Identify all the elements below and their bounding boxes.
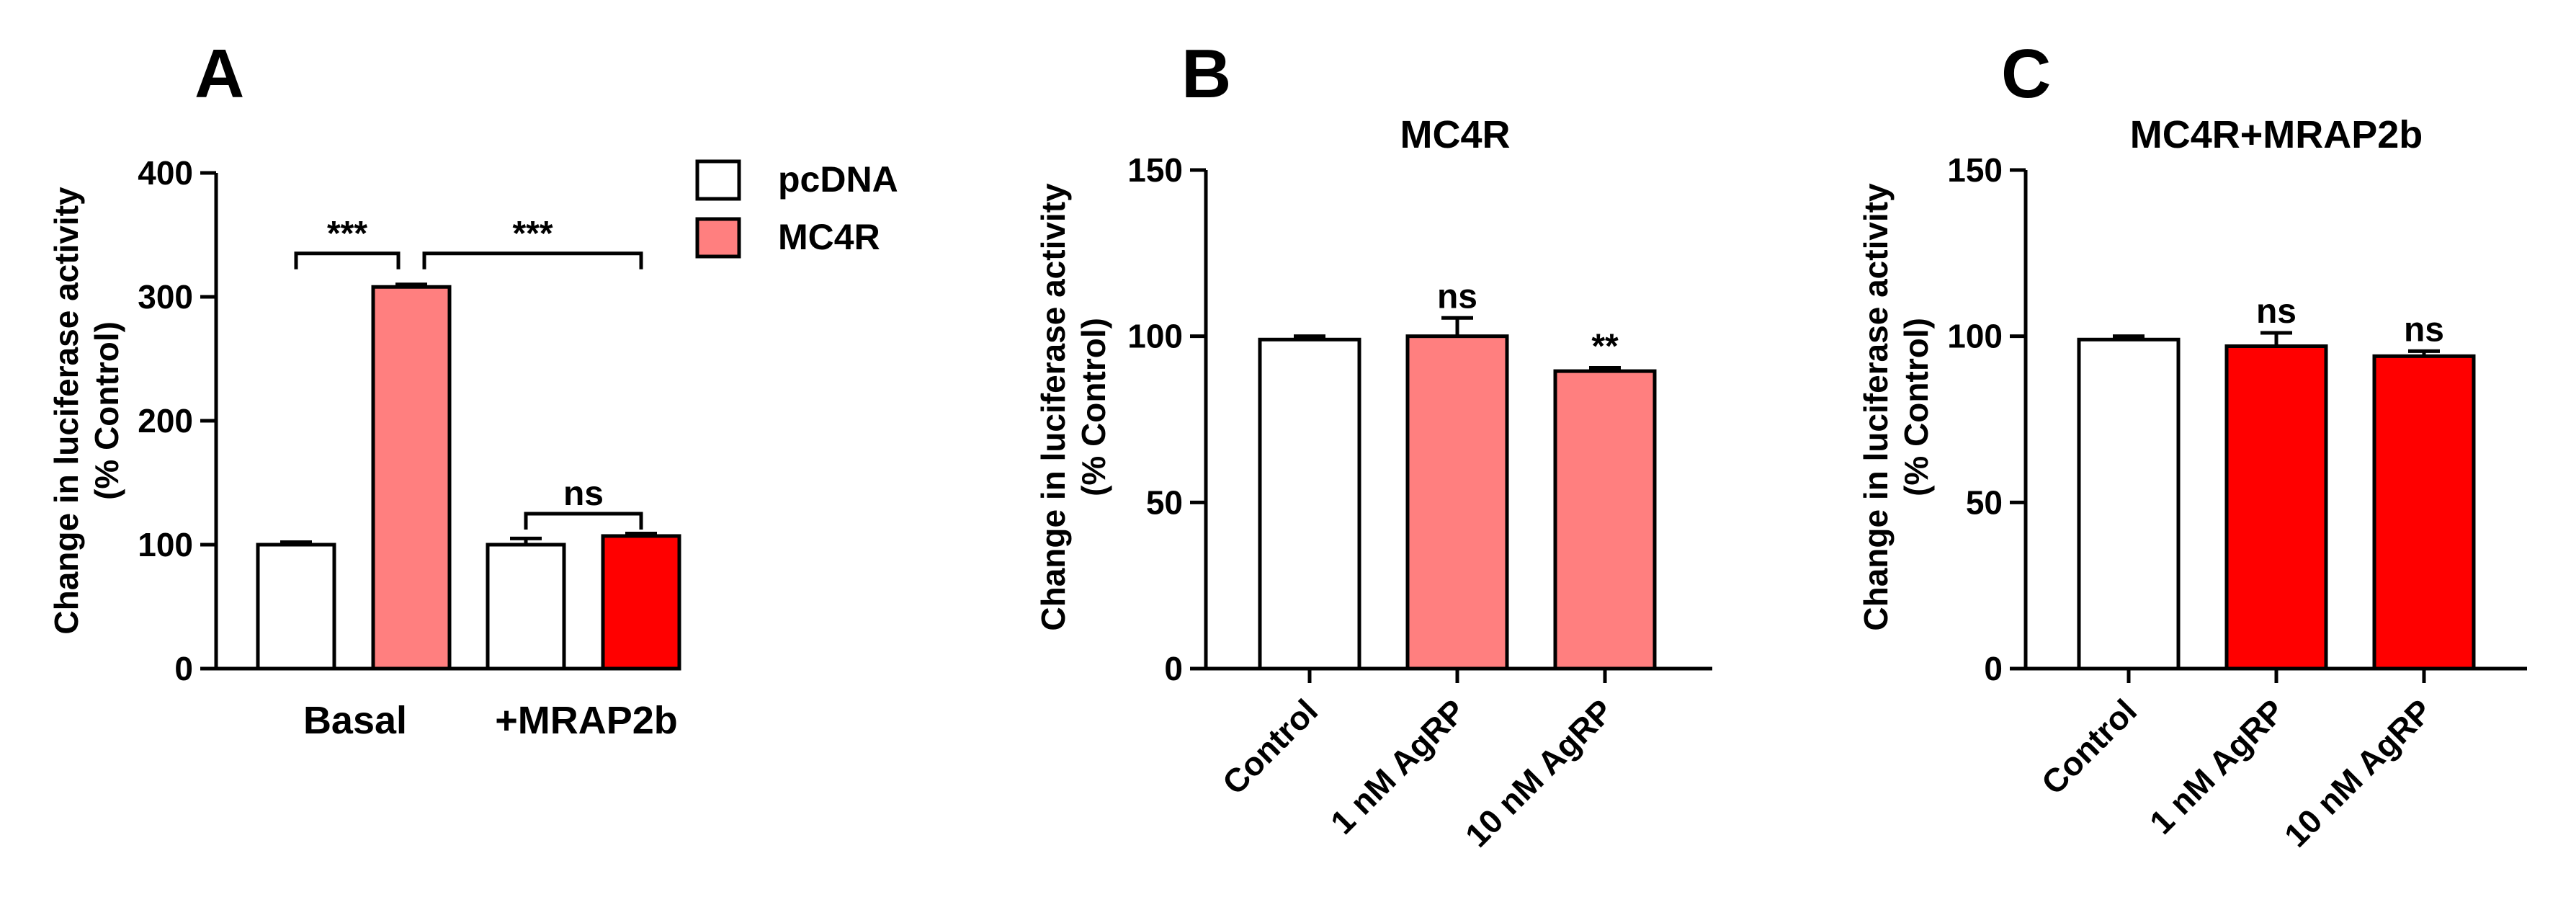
- bar: [1553, 369, 1657, 671]
- y-tick-label: 150: [1127, 151, 1183, 189]
- category-label: Control: [2034, 692, 2144, 801]
- y-axis-title: Change in luciferase activity: [1857, 183, 1895, 631]
- bar: [2224, 344, 2328, 671]
- panel-title: MC4R: [1400, 113, 1510, 156]
- bar: [2372, 354, 2476, 671]
- category-label: 1 nM AgRP: [2142, 692, 2291, 841]
- panel-c: C MC4R+MRAP2b Change in luciferase activ…: [1857, 35, 2527, 854]
- y-tick-label: 50: [1146, 483, 1183, 521]
- y-axis-subtitle: (% Control): [1897, 318, 1935, 496]
- panel-b: B MC4R Change in luciferase activity (% …: [1034, 35, 1712, 854]
- y-axis-subtitle: (% Control): [88, 321, 125, 500]
- y-tick-label: 0: [1164, 650, 1183, 687]
- y-tick-label: 0: [174, 650, 193, 687]
- y-ticks: 0 50 100 150: [1127, 151, 1206, 687]
- axes: [214, 173, 681, 671]
- panel-a: A Change in luciferase activity (% Contr…: [48, 35, 898, 742]
- bar: [486, 543, 566, 671]
- bar: [2077, 337, 2181, 671]
- group-label-mrap2b: +MRAP2b: [495, 699, 678, 742]
- y-tick-label: 300: [138, 278, 193, 316]
- significance-label: ***: [512, 215, 553, 253]
- y-ticks: 0 50 100 150: [1947, 151, 2026, 687]
- bar: [1405, 334, 1509, 671]
- significance-label: **: [1591, 327, 1619, 365]
- significance-label: ***: [327, 215, 367, 253]
- y-tick-label: 100: [1947, 318, 2003, 355]
- significance-bracket: [422, 251, 643, 269]
- legend: pcDNA MC4R: [695, 159, 898, 259]
- y-tick-label: 50: [1966, 483, 2003, 521]
- bar: [601, 534, 681, 671]
- bar: [256, 543, 336, 671]
- bars: ns **: [1258, 277, 1657, 671]
- panel-letter: B: [1181, 35, 1231, 112]
- y-tick-label: 100: [138, 526, 193, 563]
- group-label-basal: Basal: [303, 699, 407, 742]
- significance-label: ns: [1437, 277, 1477, 316]
- category-label: 10 nM AgRP: [2277, 692, 2439, 854]
- axes: [1204, 170, 1712, 683]
- panel-letter: C: [2001, 35, 2051, 112]
- significance-label: ns: [2256, 293, 2297, 331]
- y-axis-title: Change in luciferase activity: [1034, 183, 1072, 631]
- legend-label-pcdna: pcDNA: [778, 159, 898, 200]
- y-axis-subtitle: (% Control): [1075, 318, 1112, 496]
- y-tick-label: 0: [1984, 650, 2003, 687]
- y-axis-title: Change in luciferase activity: [48, 187, 85, 635]
- significance-bracket: [524, 512, 643, 530]
- y-tick-label: 150: [1947, 151, 2003, 189]
- y-tick-label: 200: [138, 402, 193, 439]
- bars: [256, 282, 681, 671]
- bar: [371, 285, 452, 671]
- category-label: Control: [1215, 692, 1325, 801]
- axes: [2023, 170, 2527, 683]
- panel-title: MC4R+MRAP2b: [2130, 113, 2423, 156]
- y-tick-label: 100: [1127, 318, 1183, 355]
- y-ticks: 0 100 200 300 400: [138, 154, 216, 687]
- legend-swatch-mc4r: [695, 217, 741, 259]
- legend-label-mc4r: MC4R: [778, 217, 880, 257]
- bars: ns ns: [2077, 293, 2476, 671]
- significance-annotations: *** *** ns: [294, 215, 643, 530]
- legend-swatch-pcdna: [695, 159, 741, 201]
- bar: [1258, 337, 1361, 671]
- panel-letter: A: [194, 35, 244, 112]
- y-tick-label: 400: [138, 154, 193, 192]
- category-label: 1 nM AgRP: [1323, 692, 1472, 841]
- significance-bracket: [294, 251, 401, 269]
- significance-label: ns: [2404, 311, 2444, 349]
- category-label: 10 nM AgRP: [1458, 692, 1620, 854]
- significance-label: ns: [563, 475, 604, 513]
